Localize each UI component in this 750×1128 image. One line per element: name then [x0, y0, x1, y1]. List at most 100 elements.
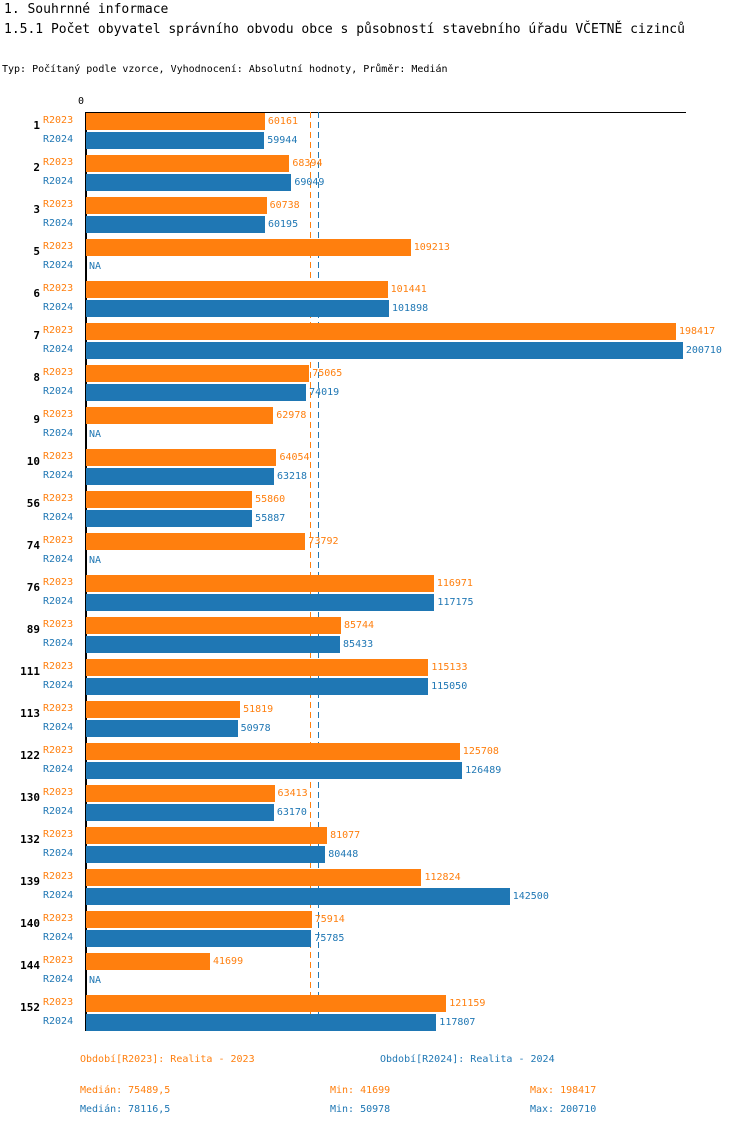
series-label-r2023: R2023: [43, 283, 74, 294]
bar-row[interactable]: R2023 62978: [0, 407, 750, 424]
bar-r2024[interactable]: [86, 384, 307, 401]
bar-value-label: 63170: [276, 807, 307, 818]
bar-row[interactable]: R2023 55860: [0, 491, 750, 508]
bar-r2024[interactable]: [86, 804, 274, 821]
bar-row[interactable]: R2023 121159: [0, 995, 750, 1012]
bar-row[interactable]: R2023 75065: [0, 365, 750, 382]
bar-r2023[interactable]: [86, 155, 290, 172]
bar-row[interactable]: R2024 55887: [0, 510, 750, 527]
group-label: 152: [20, 1001, 40, 1014]
bar-row[interactable]: R2024 59944: [0, 132, 750, 149]
bar-row[interactable]: R2023 60738: [0, 197, 750, 214]
series-label-r2024: R2024: [43, 764, 74, 775]
bar-r2023[interactable]: [86, 995, 447, 1012]
bar-r2023[interactable]: [86, 869, 422, 886]
bar-r2023[interactable]: [86, 575, 434, 592]
bar-row[interactable]: R2024 60195: [0, 216, 750, 233]
bar-r2023[interactable]: [86, 953, 210, 970]
bar-r2024[interactable]: [86, 174, 292, 191]
bar-r2023[interactable]: [86, 785, 275, 802]
bar-row[interactable]: R2024 NA: [0, 972, 750, 989]
bar-row[interactable]: R2024 63170: [0, 804, 750, 821]
bar-row[interactable]: R2024 142500: [0, 888, 750, 905]
bar-row[interactable]: R2024 NA: [0, 552, 750, 569]
bar-row[interactable]: R2024 200710: [0, 342, 750, 359]
bar-row[interactable]: R2023 60161: [0, 113, 750, 130]
bar-r2023[interactable]: [86, 617, 341, 634]
bar-row[interactable]: R2024 126489: [0, 762, 750, 779]
bar-r2023[interactable]: [86, 323, 676, 340]
bar-r2023[interactable]: [86, 449, 277, 466]
stat-median-r2023: Medián: 75489,5: [80, 1085, 171, 1096]
bar-r2023[interactable]: [86, 113, 265, 130]
bar-r2024[interactable]: [86, 930, 312, 947]
bar-r2023[interactable]: [86, 659, 429, 676]
bar-r2023[interactable]: [86, 533, 306, 550]
bar-r2023[interactable]: [86, 743, 460, 760]
bar-row[interactable]: R2024 NA: [0, 426, 750, 443]
stat-min-r2024: Min: 50978: [330, 1104, 391, 1115]
bar-row[interactable]: R2024 117175: [0, 594, 750, 611]
bar-r2024[interactable]: [86, 468, 274, 485]
bar-r2024[interactable]: [86, 678, 429, 695]
bar-r2023[interactable]: [86, 407, 274, 424]
bar-row[interactable]: R2024 74019: [0, 384, 750, 401]
bar-r2023[interactable]: [86, 281, 388, 298]
bar-r2024[interactable]: [86, 510, 253, 527]
bar-r2024[interactable]: [86, 846, 326, 863]
bar-r2023[interactable]: [86, 197, 267, 214]
bar-r2024[interactable]: [86, 762, 463, 779]
bar-row[interactable]: R2023 112824: [0, 869, 750, 886]
bar-row[interactable]: R2023 68394: [0, 155, 750, 172]
bar-row[interactable]: R2024 101898: [0, 300, 750, 317]
bar-row[interactable]: R2023 64054: [0, 449, 750, 466]
bar-row[interactable]: R2023 115133: [0, 659, 750, 676]
bar-group: 1 R2023 60161 R2024 59944: [0, 113, 750, 149]
bar-row[interactable]: R2024 69049: [0, 174, 750, 191]
bar-r2023[interactable]: [86, 911, 312, 928]
bar-r2024[interactable]: [86, 594, 435, 611]
bar-row[interactable]: R2024 NA: [0, 258, 750, 275]
bar-row[interactable]: R2023 75914: [0, 911, 750, 928]
bar-r2024[interactable]: [86, 300, 389, 317]
bar-r2024[interactable]: [86, 636, 341, 653]
bar-r2023[interactable]: [86, 827, 328, 844]
bar-row[interactable]: R2023 51819: [0, 701, 750, 718]
bar-r2023[interactable]: [86, 365, 310, 382]
bar-row[interactable]: R2024 80448: [0, 846, 750, 863]
bar-row[interactable]: R2024 85433: [0, 636, 750, 653]
series-label-r2024: R2024: [43, 974, 74, 985]
bar-r2023[interactable]: [86, 701, 241, 718]
bar-row[interactable]: R2024 115050: [0, 678, 750, 695]
bar-row[interactable]: R2023 101441: [0, 281, 750, 298]
bar-r2023[interactable]: [86, 491, 253, 508]
bar-r2024[interactable]: [86, 1014, 437, 1031]
bar-r2024[interactable]: [86, 342, 683, 359]
bar-row[interactable]: R2024 63218: [0, 468, 750, 485]
legend-item-r2024[interactable]: Období[R2024]: Realita - 2024: [380, 1054, 555, 1065]
bar-r2023[interactable]: [86, 239, 411, 256]
bar-row[interactable]: R2023 116971: [0, 575, 750, 592]
bar-r2024[interactable]: [86, 888, 510, 905]
bar-r2024[interactable]: [86, 132, 265, 149]
bar-row[interactable]: R2023 63413: [0, 785, 750, 802]
bar-r2024[interactable]: [86, 720, 238, 737]
bar-row[interactable]: R2023 85744: [0, 617, 750, 634]
bar-row[interactable]: R2023 109213: [0, 239, 750, 256]
bar-row[interactable]: R2023 125708: [0, 743, 750, 760]
bar-row[interactable]: R2024 75785: [0, 930, 750, 947]
bar-row[interactable]: R2024 117807: [0, 1014, 750, 1031]
group-label: 144: [20, 959, 40, 972]
legend-item-r2023[interactable]: Období[R2023]: Realita - 2023: [80, 1054, 255, 1065]
median-reference-line-r2023: [310, 112, 312, 1031]
bar-row[interactable]: R2023 198417: [0, 323, 750, 340]
bar-row[interactable]: R2024 50978: [0, 720, 750, 737]
bar-row[interactable]: R2023 41699: [0, 953, 750, 970]
group-label: 122: [20, 749, 40, 762]
bar-row[interactable]: R2023 81077: [0, 827, 750, 844]
bar-group: 130 R2023 63413 R2024 63170: [0, 785, 750, 821]
bar-value-label: 63413: [277, 788, 308, 799]
bar-row[interactable]: R2023 73792: [0, 533, 750, 550]
bar-r2024[interactable]: [86, 216, 265, 233]
bar-value-label: 101898: [391, 303, 429, 314]
